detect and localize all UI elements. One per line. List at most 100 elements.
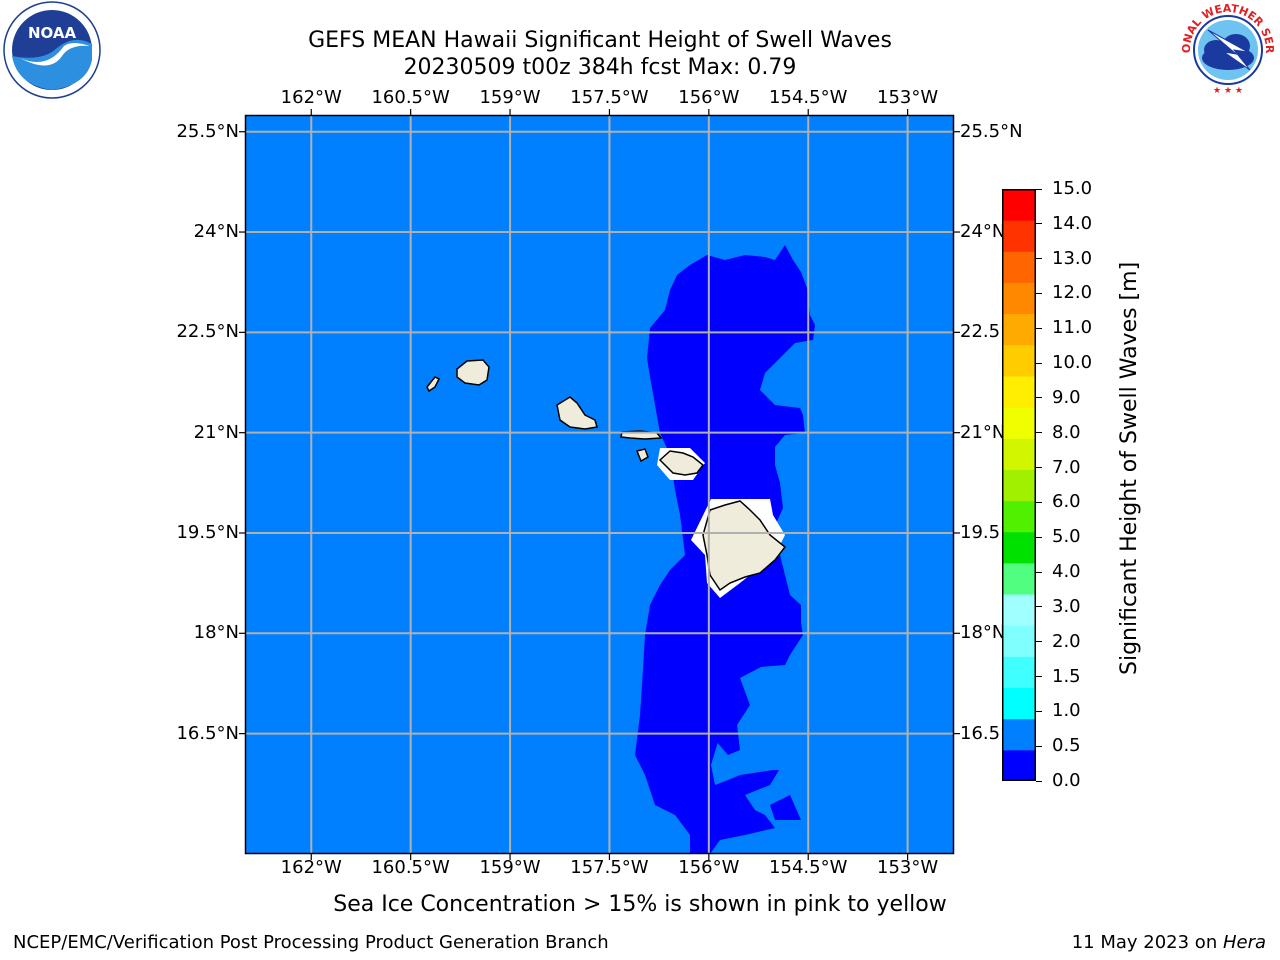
colorbar-tick-label: 6.0 [1052,491,1081,513]
lat-tick-label: 21°N [193,421,239,443]
colorbar-tick-label: 14.0 [1052,212,1093,234]
chart-title: GEFS MEAN Hawaii Significant Height of S… [308,28,892,53]
footer-machine: Hera [1222,932,1266,953]
lon-tick-label: 154.5°W [769,857,848,878]
colorbar-segment [1002,313,1036,346]
footer-date-text: 11 May 2023 on [1071,932,1223,953]
colorbar [1002,189,1036,781]
colorbar-segment [1002,375,1036,408]
colorbar-tick-label: 4.0 [1052,561,1081,583]
colorbar-tick-label: 9.0 [1052,386,1081,408]
colorbar-tick-mark [1036,606,1042,608]
colorbar-segment [1002,594,1036,626]
map-border [244,114,955,855]
lon-tick-label: 162°W [280,87,342,108]
lat-tick-label: 25.5°N [176,120,239,142]
footer-date: 11 May 2023 on Hera [1072,932,1266,954]
island-lanai [635,448,649,463]
colorbar-tick-mark [1036,676,1042,678]
colorbar-tick-mark [1036,188,1042,190]
lon-tick-label: 162°W [280,857,342,878]
colorbar-tick-mark [1036,258,1042,260]
colorbar-segment [1002,251,1036,283]
lat-tick-label: 25.5°N [960,120,1023,142]
island-kauai [456,359,490,386]
colorbar-segment [1002,749,1036,781]
lon-tick-label: 157.5°W [570,87,649,108]
lat-tick-label: 16.5°N [176,722,239,744]
chart-subtitle: 20230509 t00z 384h fcst Max: 0.79 [403,55,797,80]
colorbar-tick-label: 0.0 [1052,770,1081,791]
colorbar-tick-mark [1036,432,1042,434]
colorbar-segment [1002,407,1036,439]
axis-ticks [239,109,960,860]
colorbar-tick-mark [1036,710,1042,712]
lat-tick-label: 24°N [960,221,1006,243]
colorbar-tick-mark [1036,641,1042,643]
colorbar-segment [1002,718,1036,751]
lon-tick-label: 159°W [479,87,541,108]
lon-tick-label: 160.5°W [371,87,450,108]
colorbar-segment [1002,562,1036,595]
colorbar-tick-label: 0.5 [1052,735,1081,757]
colorbar-segment [1002,189,1036,221]
colorbar-tick-label: 1.5 [1052,665,1081,687]
lat-tick-label: 18°N [960,622,1006,644]
map-frame [239,109,960,860]
colorbar-tick-label: 7.0 [1052,456,1081,478]
footer-branch: NCEP/EMC/Verification Post Processing Pr… [13,932,609,953]
lat-tick-label: 22.5°N [176,321,239,343]
colorbar-segment [1002,500,1036,533]
colorbar-tick-mark [1036,780,1042,782]
colorbar-segment [1002,220,1036,252]
graticule [245,115,954,854]
low-swell-patch [770,795,801,820]
colorbar-tick-mark [1036,327,1042,329]
lat-tick-label: 18°N [193,622,239,644]
noaa-logo-text: NOAA [28,24,77,42]
colorbar-tick-label: 15.0 [1052,178,1093,199]
svg-text:★ ★ ★: ★ ★ ★ [1213,86,1243,96]
colorbar-tick-label: 13.0 [1052,247,1093,269]
lat-tick-label: 24°N [193,221,239,243]
colorbar-segment [1002,687,1036,720]
colorbar-segment [1002,282,1036,315]
colorbar-tick-mark [1036,397,1042,399]
colorbar-tick-label: 11.0 [1052,317,1093,339]
nws-logo: NATIONAL WEATHER SERVICE ★ ★ ★ [1178,0,1276,98]
colorbar-tick-label: 3.0 [1052,595,1081,617]
colorbar-tick-mark [1036,467,1042,469]
lat-tick-label: 19.5°N [176,521,239,543]
colorbar-tick-label: 5.0 [1052,526,1081,548]
lon-tick-label: 154.5°W [769,87,848,108]
colorbar-tick-mark [1036,501,1042,503]
lon-tick-label: 160.5°W [371,857,450,878]
colorbar-border [1002,189,1036,781]
colorbar-segment [1002,469,1036,502]
lon-tick-label: 159°W [479,857,541,878]
lat-tick-label: 21°N [960,421,1006,443]
lon-tick-label: 153°W [877,87,939,108]
colorbar-tick-label: 8.0 [1052,421,1081,443]
lon-tick-label: 156°W [678,87,740,108]
colorbar-tick-label: 2.0 [1052,630,1081,652]
colorbar-tick-mark [1036,223,1042,225]
colorbar-tick-mark [1036,571,1042,573]
noaa-logo: NOAA [3,1,101,99]
colorbar-segment [1002,438,1036,470]
colorbar-tick-label: 1.0 [1052,700,1081,722]
ocean-field [245,115,954,854]
colorbar-tick-mark [1036,536,1042,538]
colorbar-segment [1002,656,1036,689]
colorbar-tick-mark [1036,362,1042,364]
colorbar-segment [1002,344,1036,377]
lon-tick-label: 156°W [678,857,740,878]
colorbar-tick-mark [1036,745,1042,747]
colorbar-tick-mark [1036,292,1042,294]
colorbar-label: Significant Height of Swell Waves [m] [1117,261,1142,675]
colorbar-segment [1002,531,1036,564]
island-niihau [426,376,441,393]
sea-ice-note: Sea Ice Concentration > 15% is shown in … [333,892,947,917]
lon-tick-label: 153°W [877,857,939,878]
colorbar-tick-label: 10.0 [1052,352,1093,374]
